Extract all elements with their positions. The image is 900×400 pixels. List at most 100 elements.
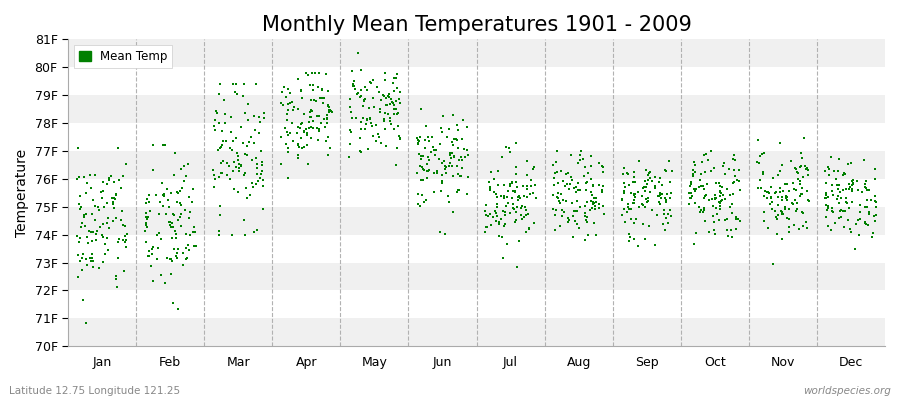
Point	[281, 85, 295, 92]
Point	[621, 204, 635, 210]
Point	[87, 203, 102, 209]
Point	[662, 179, 677, 185]
Point	[713, 189, 727, 196]
Point	[841, 161, 855, 168]
Point	[214, 128, 229, 134]
Point	[569, 189, 583, 195]
Point	[779, 193, 794, 199]
Point	[427, 169, 441, 176]
Point	[169, 255, 184, 261]
Point	[411, 201, 426, 208]
Point	[596, 164, 610, 171]
Point	[729, 214, 743, 220]
Point	[82, 228, 96, 234]
Point	[413, 134, 428, 140]
Point	[580, 199, 594, 205]
Point	[797, 163, 812, 170]
Point	[311, 126, 326, 133]
Point	[450, 163, 464, 169]
Point	[248, 127, 262, 133]
Point	[182, 246, 196, 253]
Point	[438, 170, 453, 176]
Point	[578, 164, 592, 170]
Point	[724, 234, 739, 241]
Point	[567, 185, 581, 191]
Point	[622, 206, 636, 212]
Point	[353, 135, 367, 142]
Point	[503, 210, 517, 216]
Point	[389, 74, 403, 81]
Point	[89, 237, 104, 244]
Point	[639, 196, 653, 202]
Point	[411, 141, 426, 147]
Point	[157, 142, 171, 148]
Point	[256, 110, 271, 116]
Point	[713, 203, 727, 209]
Point	[799, 166, 814, 172]
Point	[345, 115, 359, 121]
Point	[691, 184, 706, 190]
Point	[780, 181, 795, 188]
Point	[238, 232, 252, 238]
Point	[689, 230, 704, 236]
Point	[281, 107, 295, 114]
Point	[757, 209, 771, 215]
Point	[184, 232, 198, 238]
Point	[765, 199, 779, 205]
Point	[299, 126, 313, 132]
Point	[637, 178, 652, 184]
Point	[325, 108, 339, 115]
Point	[590, 232, 604, 238]
Point	[425, 134, 439, 140]
Point	[698, 195, 712, 201]
Point	[176, 163, 191, 170]
Point	[346, 68, 360, 74]
Point	[320, 120, 334, 126]
Point	[573, 187, 588, 193]
Point	[648, 185, 662, 192]
Point	[391, 145, 405, 151]
Point	[346, 82, 360, 89]
Point	[297, 128, 311, 134]
Point	[840, 186, 854, 192]
Point	[500, 200, 515, 206]
Point	[106, 218, 121, 224]
Point	[596, 169, 610, 176]
Point	[505, 180, 519, 187]
Point	[171, 306, 185, 312]
Point	[362, 105, 376, 111]
Legend: Mean Temp: Mean Temp	[74, 45, 172, 68]
Point	[822, 172, 836, 178]
Point	[824, 204, 839, 211]
Point	[146, 166, 160, 173]
Point	[698, 193, 712, 199]
Point	[546, 191, 561, 198]
Point	[761, 190, 776, 196]
Point	[70, 145, 85, 151]
Point	[647, 174, 662, 180]
Point	[148, 192, 163, 198]
Point	[716, 160, 731, 166]
Point	[100, 181, 114, 188]
Point	[419, 160, 434, 167]
Point	[232, 161, 247, 167]
Point	[768, 190, 782, 196]
Point	[700, 156, 715, 163]
Point	[208, 117, 222, 123]
Point	[482, 178, 496, 185]
Point	[86, 196, 101, 203]
Point	[386, 100, 400, 107]
Point	[346, 81, 361, 88]
Point	[496, 255, 510, 262]
Point	[695, 158, 709, 165]
Point	[763, 201, 778, 208]
Point	[86, 250, 100, 257]
Point	[416, 176, 430, 183]
Point	[493, 193, 508, 200]
Point	[420, 168, 435, 174]
Point	[223, 128, 238, 135]
Point	[209, 108, 223, 114]
Point	[95, 188, 110, 194]
Point	[831, 193, 845, 200]
Point	[280, 117, 294, 124]
